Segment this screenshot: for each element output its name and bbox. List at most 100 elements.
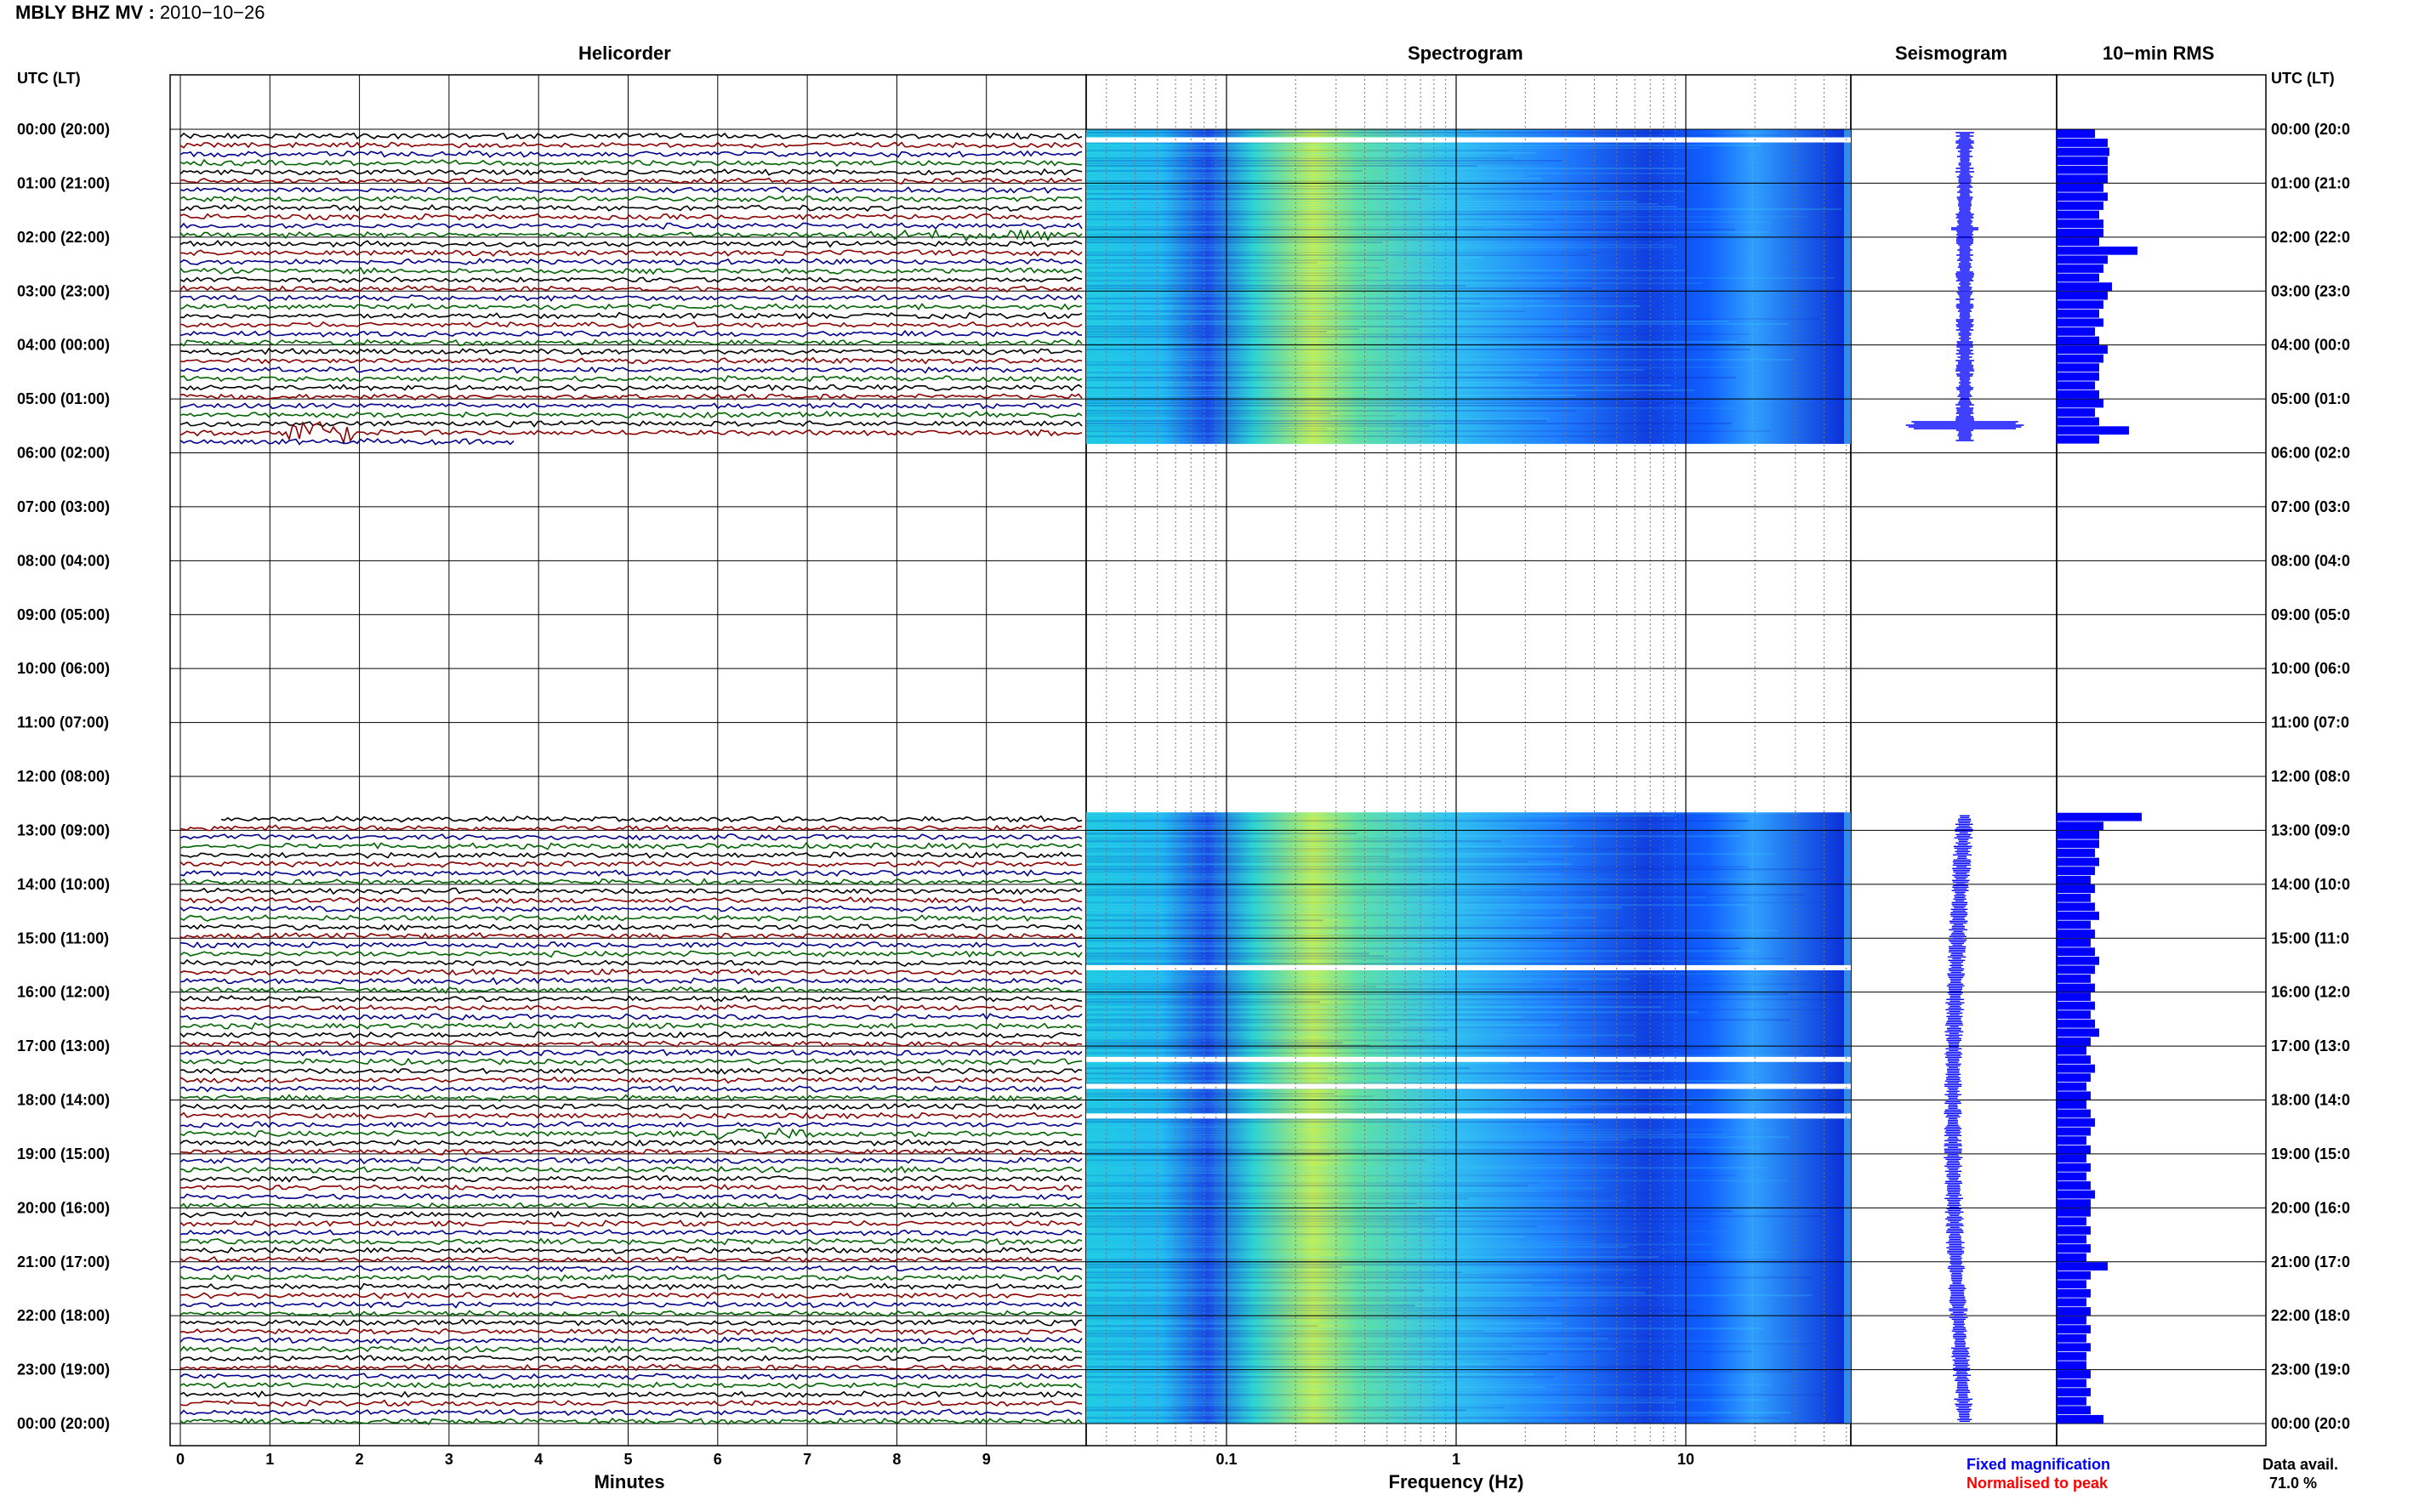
spectrogram-texture: [1086, 1029, 1449, 1032]
spectrogram-texture: [1086, 1014, 1686, 1016]
spectrogram-texture: [1086, 952, 1369, 955]
rms-bar: [2057, 264, 2103, 273]
time-label-left: 00:00 (20:00): [17, 1415, 110, 1432]
spectrogram-texture: [1086, 1266, 1342, 1269]
spectrogram-texture: [1086, 1279, 1558, 1282]
spectrogram-texture: [1086, 1317, 1545, 1320]
spectrogram-texture: [1086, 308, 1457, 310]
spectrogram-texture: [1086, 425, 1431, 427]
spectrogram-texture: [1086, 377, 1736, 378]
spectrogram-texture: [1086, 247, 1677, 248]
spectrogram-texture: [1086, 825, 1323, 827]
helicorder-trace: [179, 228, 1083, 242]
time-label-left: 18:00 (14:00): [17, 1092, 110, 1109]
spectrogram-texture: [1086, 1417, 1780, 1419]
spectrogram-texture: [1086, 1202, 1417, 1205]
spectrogram-texture: [1086, 1169, 1446, 1172]
helicorder-trace: [179, 1345, 1083, 1354]
spectrogram-texture: [1086, 1195, 1612, 1197]
rms-bar: [2057, 1325, 2091, 1334]
rms-bar: [2057, 1046, 2086, 1055]
spectrogram-texture: [1086, 983, 1811, 986]
helicorder-trace: [179, 1310, 1083, 1318]
spectrogram-texture: [1086, 1179, 1789, 1182]
rms-bar: [2057, 849, 2095, 857]
rms-bar: [2057, 1280, 2086, 1289]
rms-bar: [2057, 246, 2137, 255]
spectrogram-texture: [1086, 940, 1575, 942]
spectrogram-texture: [1086, 387, 1595, 389]
spectrogram-texture: [1086, 423, 1732, 424]
rms-bar: [2057, 1378, 2086, 1388]
spectrogram-texture: [1086, 155, 1406, 156]
rms-bar: [2057, 273, 2099, 282]
spectrogram-texture: [1086, 165, 1477, 167]
spectrogram-texture: [1086, 820, 1749, 822]
rms-bar: [2057, 1154, 2086, 1163]
spectrogram-texture: [1086, 1210, 1733, 1213]
spectrogram-texture: [1086, 878, 1754, 881]
rms-bar: [2057, 129, 2095, 139]
spectrogram-texture: [1086, 1287, 1653, 1289]
spectrogram-texture: [1086, 1414, 1710, 1417]
rms-bar: [2057, 1298, 2086, 1307]
spectrogram-texture: [1086, 262, 1318, 264]
helicorder-trace: [179, 1373, 1083, 1381]
helicorder-trace: [179, 842, 1083, 850]
helicorder-trace: [179, 1094, 1083, 1102]
minute-tick-label: 4: [534, 1451, 543, 1468]
spectrogram-texture: [1086, 815, 1674, 817]
data-availability-value: 71.0 %: [2269, 1475, 2318, 1492]
helicorder-trace: [179, 393, 1083, 401]
date-label: 2010−10−26: [159, 2, 265, 23]
spectrogram-texture: [1086, 1381, 1442, 1384]
spectrogram-texture: [1086, 264, 1365, 266]
helicorder-trace: [179, 222, 1083, 230]
spectrogram-texture: [1086, 300, 1544, 302]
time-label-right: 13:00 (09:0: [2271, 821, 2350, 838]
spectrogram-texture: [1086, 364, 1652, 366]
spectrogram-texture: [1086, 904, 1747, 907]
spectrogram-texture: [1086, 993, 1789, 996]
frequency-tick-label: 10: [1677, 1451, 1694, 1468]
rms-bar: [2057, 354, 2103, 363]
helicorder-trace: [179, 1076, 1083, 1084]
helicorder-trace: [179, 410, 1083, 419]
rms-bar: [2057, 1064, 2095, 1073]
rms-bar: [2057, 867, 2095, 875]
spectrogram-texture: [1086, 338, 1380, 340]
spectrogram-texture: [1086, 1358, 1509, 1361]
spectrogram-texture: [1086, 1282, 1624, 1284]
spectrogram-texture: [1086, 1294, 1812, 1297]
spectrogram-texture: [1086, 443, 1762, 445]
spectrogram-texture: [1086, 438, 1461, 440]
time-label-left: 17:00 (13:00): [17, 1037, 110, 1054]
spectrogram-texture: [1086, 277, 1836, 279]
spectrogram-texture: [1086, 359, 1795, 361]
spectrogram-texture: [1086, 344, 1769, 345]
rms-bar: [2057, 1190, 2095, 1199]
spectrogram-texture: [1086, 142, 1425, 144]
right-axis-label: UTC (LT): [2271, 70, 2335, 87]
time-label-left: 03:00 (23:00): [17, 282, 110, 299]
rms-bar: [2057, 1333, 2086, 1343]
rms-bar: [2057, 1244, 2091, 1253]
spectrogram-texture: [1086, 1391, 1350, 1394]
helicorder-trace: [179, 1193, 1083, 1201]
data-availability-label: Data avail.: [2262, 1456, 2339, 1473]
spectrogram-texture: [1086, 175, 1527, 177]
spectrogram-texture: [1086, 955, 1385, 958]
spectrogram-texture: [1086, 1205, 1421, 1208]
spectrogram-texture: [1086, 224, 1531, 225]
spectrogram-texture: [1086, 310, 1526, 312]
time-label-left: 12:00 (08:00): [17, 768, 110, 785]
spectrogram-texture: [1086, 1019, 1790, 1021]
spectrogram-texture: [1086, 1090, 1315, 1093]
spectrogram-texture: [1086, 242, 1383, 243]
rms-bar: [2057, 174, 2108, 184]
helicorder-trace: [179, 1390, 1083, 1399]
helicorder-trace: [179, 1408, 1083, 1417]
helicorder-trace: [179, 1274, 1083, 1282]
rms-bar: [2057, 336, 2099, 345]
spectrogram-texture: [1086, 935, 1735, 937]
